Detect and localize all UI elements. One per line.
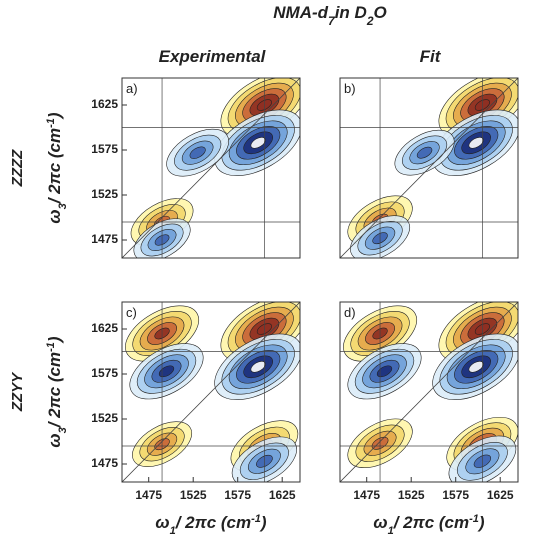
title-part: in D — [335, 3, 367, 22]
y-tick-label: 1625 — [91, 321, 118, 335]
diagonal — [340, 302, 518, 482]
x-tick-label: 1525 — [180, 488, 207, 502]
title-part: 7 — [328, 14, 336, 28]
x-tick-label: 1575 — [442, 488, 469, 502]
x-tick-label: 1625 — [269, 488, 296, 502]
label-part: / 2πc (cm — [393, 513, 469, 532]
contour — [189, 146, 206, 159]
label-part: -1 — [251, 513, 261, 525]
contour — [468, 137, 484, 149]
label-part: ) — [45, 112, 64, 120]
y-tick-label: 1525 — [91, 187, 118, 201]
label-part: ) — [259, 513, 267, 532]
label-part: 3 — [57, 203, 69, 209]
label-part: ω — [155, 513, 169, 532]
x-tick-label: 1575 — [224, 488, 251, 502]
y-tick-label: 1625 — [91, 97, 118, 111]
label-part: -1 — [45, 118, 57, 128]
panel-label: d) — [344, 305, 356, 320]
row-label: ZZZZ — [9, 149, 26, 187]
diagonal — [122, 78, 300, 258]
y-tick-label: 1525 — [91, 411, 118, 425]
y-tick-label: 1575 — [91, 366, 118, 380]
y-tick-label: 1475 — [91, 456, 118, 470]
label-part: ) — [45, 336, 64, 344]
row-label: ZZYY — [9, 371, 26, 412]
panel-label: a) — [126, 81, 138, 96]
x-tick-label: 1525 — [398, 488, 425, 502]
contour — [376, 365, 393, 378]
label-part: ) — [477, 513, 485, 532]
diagonal — [340, 78, 518, 258]
panel-label: b) — [344, 81, 356, 96]
x-tick-label: 1475 — [135, 488, 162, 502]
y-axis-label: ω3/ 2πc (cm-1) — [45, 112, 69, 224]
y-tick-label: 1575 — [91, 142, 118, 156]
y-tick-label: 1475 — [91, 232, 118, 246]
label-part: ω — [373, 513, 387, 532]
label-part: -1 — [469, 513, 479, 525]
title-part: O — [374, 3, 387, 22]
contour — [158, 365, 175, 378]
x-axis-label: ω1/ 2πc (cm-1) — [155, 513, 267, 537]
frame — [121, 77, 301, 259]
figure-title: NMA-d7in D2O — [273, 3, 386, 28]
label-part: -1 — [45, 342, 57, 352]
frame — [339, 301, 519, 483]
title-part: 2 — [366, 14, 374, 28]
diagonal — [122, 302, 300, 482]
label-part: / 2πc (cm — [175, 513, 251, 532]
x-tick-label: 1625 — [487, 488, 514, 502]
label-part: 1 — [388, 525, 394, 537]
label-part: ω — [45, 433, 64, 447]
contour — [468, 361, 484, 373]
title-part: NMA-d — [273, 3, 328, 22]
panel — [340, 302, 518, 482]
label-part: 1 — [170, 525, 176, 537]
x-axis-label: ω1/ 2πc (cm-1) — [373, 513, 485, 537]
label-part: ω — [45, 209, 64, 223]
frame — [121, 301, 301, 483]
panel — [122, 302, 300, 482]
contour — [250, 137, 266, 149]
x-tick-label: 1475 — [353, 488, 380, 502]
contour — [250, 361, 266, 373]
panel — [340, 78, 518, 258]
y-axis-label: ω3/ 2πc (cm-1) — [45, 336, 69, 448]
panel — [122, 78, 300, 258]
panel-label: c) — [126, 305, 137, 320]
label-part: 3 — [57, 427, 69, 433]
label-part: / 2πc (cm — [45, 352, 64, 428]
column-title: Experimental — [159, 47, 267, 66]
contour — [416, 146, 433, 159]
label-part: / 2πc (cm — [45, 128, 64, 204]
column-title: Fit — [420, 47, 442, 66]
frame — [339, 77, 519, 259]
